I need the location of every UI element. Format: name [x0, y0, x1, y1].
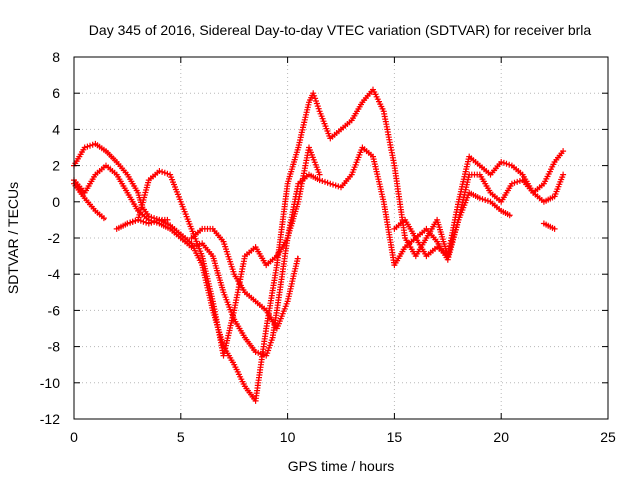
data-point	[132, 217, 139, 224]
y-tick-label: -12	[40, 411, 60, 427]
x-tick-label: 0	[70, 429, 78, 445]
data-point	[87, 142, 93, 149]
data-point	[100, 215, 107, 222]
data-point	[498, 159, 505, 165]
data-point	[506, 161, 513, 168]
axis-ticks	[73, 56, 609, 420]
data-point	[159, 168, 166, 175]
data-point	[560, 171, 567, 178]
y-tick-label: 0	[52, 194, 60, 210]
y-tick-label: -10	[40, 375, 60, 391]
y-tick-label: 2	[52, 158, 60, 174]
y-tick-labels: -12 -10 -8 -6 -4 -2 0 2 4 6 8	[40, 49, 60, 427]
data-point	[156, 168, 163, 174]
data-point	[81, 144, 88, 151]
data-point	[129, 218, 136, 225]
data-series	[71, 86, 567, 404]
data-point	[255, 349, 262, 356]
series-pass-4	[113, 144, 323, 359]
data-point	[479, 196, 486, 203]
data-point	[506, 212, 513, 219]
y-tick-label: -4	[48, 266, 61, 282]
data-point	[330, 181, 336, 188]
x-tick-label: 15	[387, 429, 403, 445]
data-point	[294, 255, 301, 262]
x-tick-label: 5	[177, 429, 185, 445]
y-tick-label: -8	[48, 339, 61, 355]
data-point	[164, 216, 171, 223]
data-point	[315, 105, 322, 112]
data-point	[319, 178, 326, 184]
x-axis-label: GPS time / hours	[288, 458, 395, 474]
series-pass-3	[71, 180, 558, 332]
data-point	[514, 178, 521, 185]
data-point	[188, 244, 195, 251]
data-point	[503, 160, 510, 167]
data-point	[316, 171, 323, 178]
y-tick-label: -6	[48, 302, 61, 318]
data-point	[124, 220, 131, 227]
data-point	[335, 183, 342, 190]
data-point	[560, 148, 567, 155]
data-point	[476, 195, 483, 202]
x-tick-label: 20	[493, 429, 509, 445]
y-tick-label: 6	[52, 85, 60, 101]
data-point	[257, 350, 264, 357]
y-tick-label: 4	[52, 121, 60, 137]
y-tick-label: -2	[48, 230, 61, 246]
data-point	[316, 177, 323, 184]
data-point	[164, 170, 171, 177]
data-point	[516, 178, 523, 184]
x-tick-label: 10	[280, 429, 296, 445]
data-point	[148, 219, 155, 226]
data-point	[140, 218, 147, 225]
data-point	[482, 197, 489, 203]
chart-title: Day 345 of 2016, Sidereal Day-to-day VTE…	[89, 22, 592, 38]
data-point	[511, 179, 518, 186]
x-tick-labels: 0 5 10 15 20 25	[70, 429, 616, 445]
data-point	[310, 90, 317, 97]
x-tick-label: 25	[600, 429, 616, 445]
data-point	[327, 180, 334, 187]
data-point	[151, 218, 158, 225]
data-point	[143, 219, 150, 226]
data-point	[324, 179, 331, 186]
y-axis-label: SDTVAR / TECUs	[5, 182, 21, 294]
y-tick-label: 8	[52, 49, 60, 65]
data-point	[551, 225, 558, 232]
